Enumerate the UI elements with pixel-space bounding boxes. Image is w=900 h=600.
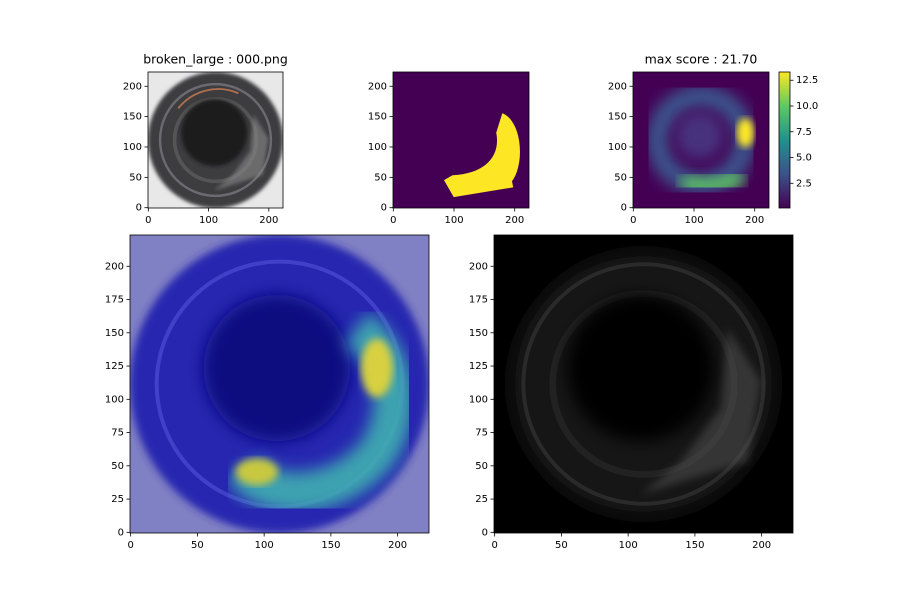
y-tick-label: 200	[123, 81, 142, 92]
y-tick-label: 150	[105, 328, 124, 339]
ground-truth-mask	[393, 72, 529, 209]
x-tick-label: 200	[259, 215, 278, 226]
x-tick-label: 150	[685, 540, 704, 551]
y-tick-label: 0	[621, 203, 627, 214]
y-tick-label: 175	[469, 295, 488, 306]
x-tick-label: 200	[388, 540, 407, 551]
y-tick-label: 150	[608, 112, 627, 123]
y-tick-label: 0	[482, 527, 488, 538]
x-tick-label: 0	[491, 540, 497, 551]
axes-frame	[392, 71, 530, 209]
colorbar-tick-label: 10.0	[796, 101, 818, 112]
y-tick-label: 50	[111, 461, 124, 472]
y-tick-label: 0	[136, 203, 142, 214]
y-tick-label: 25	[111, 494, 124, 505]
colorbar-tick-label: 5.0	[796, 153, 812, 164]
colorbar	[778, 71, 791, 209]
axes-frame	[129, 234, 430, 534]
y-tick-label: 50	[129, 172, 142, 183]
axes-frame	[493, 234, 794, 534]
x-tick-label: 150	[321, 540, 340, 551]
panel-title: max score : 21.70	[645, 52, 758, 67]
axes-frame	[632, 71, 770, 209]
anomaly-map	[633, 72, 769, 209]
y-tick-label: 175	[105, 295, 124, 306]
x-tick-label: 0	[145, 215, 151, 226]
colorbar-tick-label: 2.5	[796, 178, 812, 189]
x-tick-label: 0	[127, 540, 133, 551]
y-tick-label: 150	[368, 112, 387, 123]
y-tick-label: 125	[105, 361, 124, 372]
x-tick-label: 100	[619, 540, 638, 551]
y-tick-label: 200	[608, 81, 627, 92]
x-tick-label: 100	[255, 540, 274, 551]
y-tick-label: 0	[118, 527, 124, 538]
y-tick-label: 50	[374, 172, 387, 183]
y-tick-label: 100	[608, 142, 627, 153]
y-tick-label: 150	[469, 328, 488, 339]
input-image	[148, 72, 283, 209]
y-tick-label: 50	[614, 172, 627, 183]
y-tick-label: 200	[105, 261, 124, 272]
y-tick-label: 100	[368, 142, 387, 153]
overlay-image	[130, 235, 430, 533]
x-tick-label: 50	[555, 540, 568, 551]
colorbar-tick-label: 12.5	[796, 75, 818, 86]
x-tick-label: 200	[505, 215, 524, 226]
x-tick-label: 100	[199, 215, 218, 226]
x-tick-label: 200	[745, 215, 764, 226]
panel-title: broken_large : 000.png	[143, 52, 288, 67]
y-tick-label: 200	[469, 261, 488, 272]
x-tick-label: 100	[684, 215, 703, 226]
x-tick-label: 0	[630, 215, 636, 226]
y-tick-label: 25	[475, 494, 488, 505]
reconstruction-image	[494, 235, 793, 533]
y-tick-label: 100	[105, 394, 124, 405]
x-tick-label: 0	[390, 215, 396, 226]
colorbar-tick-label: 7.5	[796, 127, 812, 138]
y-tick-label: 200	[368, 81, 387, 92]
axes-frame	[147, 71, 284, 209]
x-tick-label: 100	[444, 215, 463, 226]
y-tick-label: 125	[469, 361, 488, 372]
x-tick-label: 200	[752, 540, 771, 551]
y-tick-label: 100	[123, 142, 142, 153]
y-tick-label: 75	[111, 428, 124, 439]
y-tick-label: 75	[475, 428, 488, 439]
y-tick-label: 100	[469, 394, 488, 405]
y-tick-label: 50	[475, 461, 488, 472]
y-tick-label: 150	[123, 112, 142, 123]
y-tick-label: 0	[381, 203, 387, 214]
x-tick-label: 50	[191, 540, 204, 551]
